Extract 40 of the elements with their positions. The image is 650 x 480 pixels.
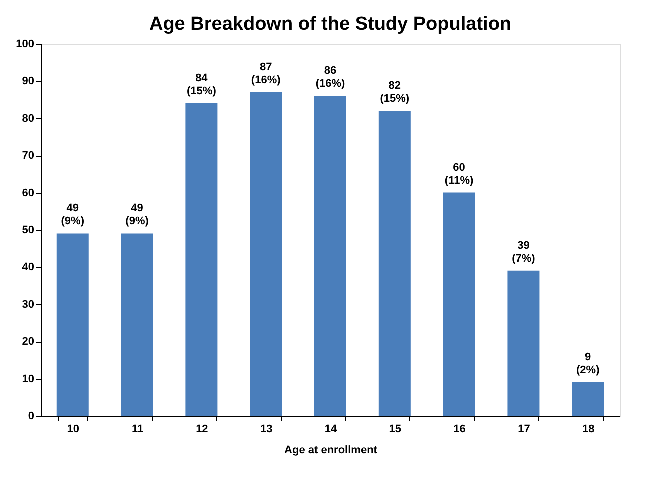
x-tick-label: 14 <box>324 424 338 436</box>
data-label: 49 (9%) <box>126 202 150 228</box>
bar <box>121 234 154 416</box>
bar <box>186 104 218 416</box>
y-tick-label: 100 <box>16 38 34 50</box>
x-tick-label: 12 <box>196 424 208 436</box>
data-label: 86 (16%) <box>316 65 346 90</box>
y-tick-label: 0 <box>28 410 34 422</box>
data-label: 9 (2%) <box>576 352 600 377</box>
x-tick-label: 10 <box>67 424 80 436</box>
y-tick-label: 20 <box>22 336 34 348</box>
y-tick-label: 50 <box>22 224 34 236</box>
y-tick-label: 10 <box>22 373 34 386</box>
bar <box>56 234 89 416</box>
bar <box>378 110 411 416</box>
x-tick-label: 17 <box>518 424 530 436</box>
bar <box>508 270 540 416</box>
x-tick-label: 18 <box>582 424 595 436</box>
y-tick-label: 90 <box>22 76 34 88</box>
bar <box>314 96 346 416</box>
x-axis-title: Age at enrollment <box>284 444 378 456</box>
bar <box>250 92 282 416</box>
y-tick-label: 70 <box>22 150 34 162</box>
x-tick-label: 15 <box>389 424 402 436</box>
x-tick-label: 13 <box>260 424 273 436</box>
data-label: 39 (7%) <box>512 240 536 265</box>
data-label: 84 (15%) <box>187 72 217 98</box>
y-tick-label: 40 <box>22 262 34 274</box>
chart-title: Age Breakdown of the Study Population <box>149 14 512 35</box>
x-tick-label: 11 <box>132 424 144 436</box>
data-label: 60 (11%) <box>444 162 474 187</box>
x-tick-label: 16 <box>454 424 466 436</box>
bar <box>443 192 476 416</box>
data-label: 87 (16%) <box>251 61 282 86</box>
data-label: 49 (9%) <box>61 202 85 228</box>
bar <box>572 382 604 416</box>
y-tick-label: 80 <box>22 112 34 125</box>
y-tick-label: 30 <box>22 298 34 311</box>
y-tick-label: 60 <box>22 187 34 200</box>
data-label: 82 (15%) <box>380 80 410 105</box>
